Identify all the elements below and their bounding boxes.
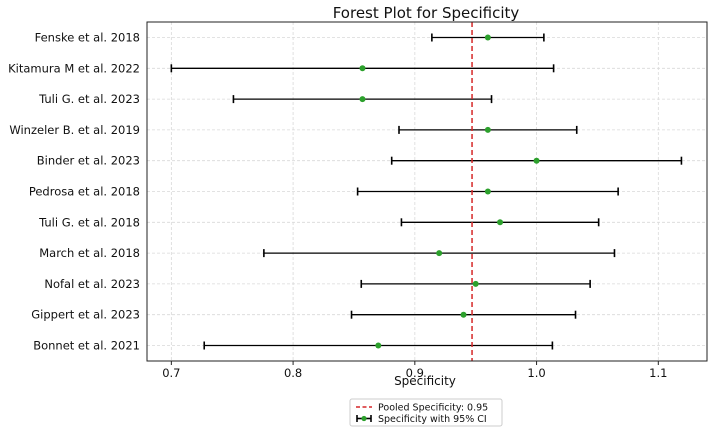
x-tick-label: 1.1 <box>649 366 667 380</box>
x-tick-label: 0.7 <box>162 366 180 380</box>
study-label: Nofal et al. 2023 <box>44 277 140 291</box>
point-estimate <box>359 65 366 72</box>
legend-pooled-label: Pooled Specificity: 0.95 <box>378 403 488 414</box>
point-estimate <box>484 126 491 133</box>
point-estimate <box>497 219 504 226</box>
legend-point-swatch <box>361 415 367 422</box>
legend: Pooled Specificity: 0.95 Specificity wit… <box>349 398 503 427</box>
study-label: Gippert et al. 2023 <box>31 308 140 322</box>
point-estimates <box>359 34 540 349</box>
study-label: Pedrosa et al. 2018 <box>29 185 140 199</box>
legend-box <box>349 398 503 427</box>
x-tick-label: 0.8 <box>284 366 302 380</box>
point-estimate <box>484 188 491 195</box>
point-estimate <box>460 311 467 318</box>
study-label: Fenske et al. 2018 <box>35 31 140 45</box>
study-label: Winzeler B. et al. 2019 <box>9 123 140 137</box>
study-label: Kitamura M et al. 2022 <box>8 61 140 75</box>
study-label: Tuli G. et al. 2023 <box>38 92 140 106</box>
x-tick-label: 0.9 <box>406 366 424 380</box>
study-label: Bonnet et al. 2021 <box>33 339 140 353</box>
x-axis-ticks: 0.7 0.8 0.9 1.0 1.1 <box>162 361 667 380</box>
point-estimate <box>359 96 366 103</box>
study-label: Binder et al. 2023 <box>37 154 140 168</box>
x-axis-title: Specificity <box>394 374 456 388</box>
chart-title: Forest Plot for Specificity <box>333 4 520 22</box>
study-labels: Fenske et al. 2018 Kitamura M et al. 2022… <box>8 31 140 353</box>
point-estimate <box>533 157 540 164</box>
point-estimate <box>484 34 491 41</box>
point-estimate <box>436 250 443 257</box>
point-estimate <box>375 342 382 349</box>
plot-frame <box>146 21 708 362</box>
study-label: March et al. 2018 <box>39 246 140 260</box>
study-label: Tuli G. et al. 2018 <box>38 215 140 229</box>
legend-ci-label: Specificity with 95% CI <box>378 414 487 425</box>
point-estimate <box>472 280 479 287</box>
x-tick-label: 1.0 <box>527 366 545 380</box>
